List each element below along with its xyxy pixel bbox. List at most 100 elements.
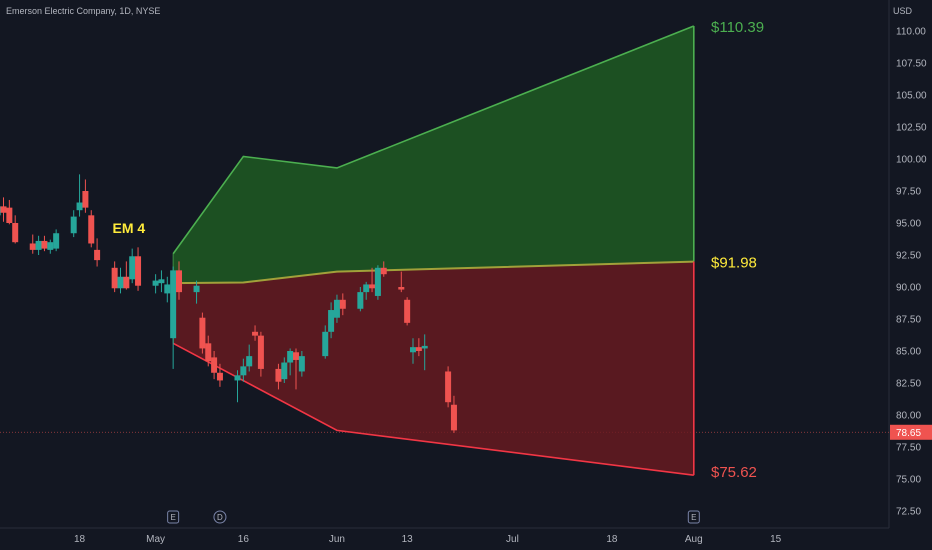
candle	[152, 274, 159, 294]
candle-body	[29, 243, 36, 250]
candle	[41, 235, 48, 252]
candle-body	[369, 284, 376, 289]
marker-letter: E	[691, 513, 696, 522]
chart-header: Emerson Electric Company, 1D, NYSE	[6, 6, 161, 16]
price-target-label: $75.62	[711, 464, 757, 481]
candle	[6, 199, 13, 225]
y-tick-label: 82.50	[896, 379, 921, 390]
candle	[369, 267, 376, 293]
x-tick-label: 16	[238, 534, 250, 545]
candles	[0, 174, 457, 433]
marker-letter: D	[217, 513, 223, 522]
x-axis: 18 May 16 Jun 13 Jul 18 Aug 15	[0, 527, 889, 545]
candle-body	[246, 356, 253, 367]
marker-shape	[687, 510, 700, 524]
candle	[129, 248, 136, 284]
marker-shape	[167, 510, 180, 524]
candle-body	[298, 356, 305, 372]
candle	[111, 261, 118, 293]
x-tick-label: Jun	[329, 534, 345, 545]
candle	[298, 351, 305, 377]
y-tick-label: 72.50	[896, 507, 921, 518]
candle	[29, 234, 36, 254]
candle	[117, 267, 124, 294]
candle-body	[35, 240, 42, 250]
x-tick-label: Aug	[685, 534, 703, 545]
candle-body	[410, 347, 416, 353]
y-tick-label: 105.00	[896, 91, 927, 102]
candle	[374, 265, 381, 300]
marker-shape	[213, 510, 227, 524]
candle-body	[415, 347, 422, 351]
bearish-zone	[173, 261, 694, 476]
earnings-marker[interactable]: E	[687, 510, 700, 524]
candle-body	[357, 292, 364, 309]
candle-body	[152, 280, 159, 286]
candle-body	[123, 276, 130, 289]
candle-body	[293, 352, 299, 360]
candle	[275, 363, 282, 390]
y-tick-label: 80.00	[896, 411, 921, 422]
candle	[47, 239, 54, 254]
candle	[287, 348, 294, 376]
candle-body	[76, 202, 83, 211]
candle	[240, 358, 247, 382]
candle-body	[322, 331, 329, 357]
candle	[205, 335, 212, 367]
candle	[53, 229, 60, 252]
candle-body	[53, 233, 60, 249]
candle	[421, 334, 428, 371]
candle	[76, 174, 83, 217]
last-price-badge	[890, 424, 932, 440]
candle-body	[6, 207, 13, 223]
earnings-marker[interactable]: E	[167, 510, 180, 524]
candle	[293, 348, 299, 390]
candle	[164, 276, 171, 303]
candle-body	[287, 351, 294, 363]
candle-body	[12, 223, 19, 243]
candle-body	[421, 345, 428, 349]
candle	[404, 297, 411, 326]
candle	[234, 370, 241, 403]
y-tick-label: 107.50	[896, 59, 927, 70]
marker-letter: E	[170, 513, 175, 522]
candle	[176, 261, 182, 300]
candle	[170, 266, 177, 369]
candle-body	[41, 240, 48, 249]
candle-body	[94, 249, 101, 261]
expected-move-zones	[172, 25, 695, 476]
candle-body	[333, 299, 340, 318]
price-target-label: $91.98	[711, 255, 757, 272]
candle-body	[450, 404, 457, 431]
candle-body	[234, 375, 241, 381]
x-tick-label: 15	[770, 534, 782, 545]
candle	[363, 281, 370, 300]
y-axis: 110.00 107.50 105.00 102.50 100.00 97.50 95.00…	[0, 0, 932, 528]
candle	[339, 293, 346, 316]
y-tick-label: 102.50	[896, 123, 927, 134]
candle	[158, 270, 165, 293]
y-tick-label: 92.50	[896, 251, 921, 262]
y-tick-label: 77.50	[896, 443, 921, 454]
candle-body	[70, 216, 77, 234]
y-tick-label: 110.00	[896, 27, 926, 38]
last-price-label: 78.65	[896, 428, 921, 439]
candle	[450, 395, 457, 433]
candle	[246, 344, 253, 372]
candle	[398, 271, 405, 293]
candle-body	[205, 343, 212, 362]
candle	[357, 287, 364, 312]
y-tick-label: 100.00	[896, 155, 927, 166]
bullish-zone	[173, 26, 694, 284]
candle-body	[404, 299, 411, 323]
candle-body	[129, 256, 136, 280]
candle-body	[193, 285, 200, 293]
candle	[328, 302, 335, 339]
candle	[415, 338, 422, 357]
dividend-marker[interactable]: D	[213, 510, 227, 524]
candle	[88, 210, 95, 248]
mid-line	[173, 260, 694, 285]
candle	[193, 280, 200, 304]
